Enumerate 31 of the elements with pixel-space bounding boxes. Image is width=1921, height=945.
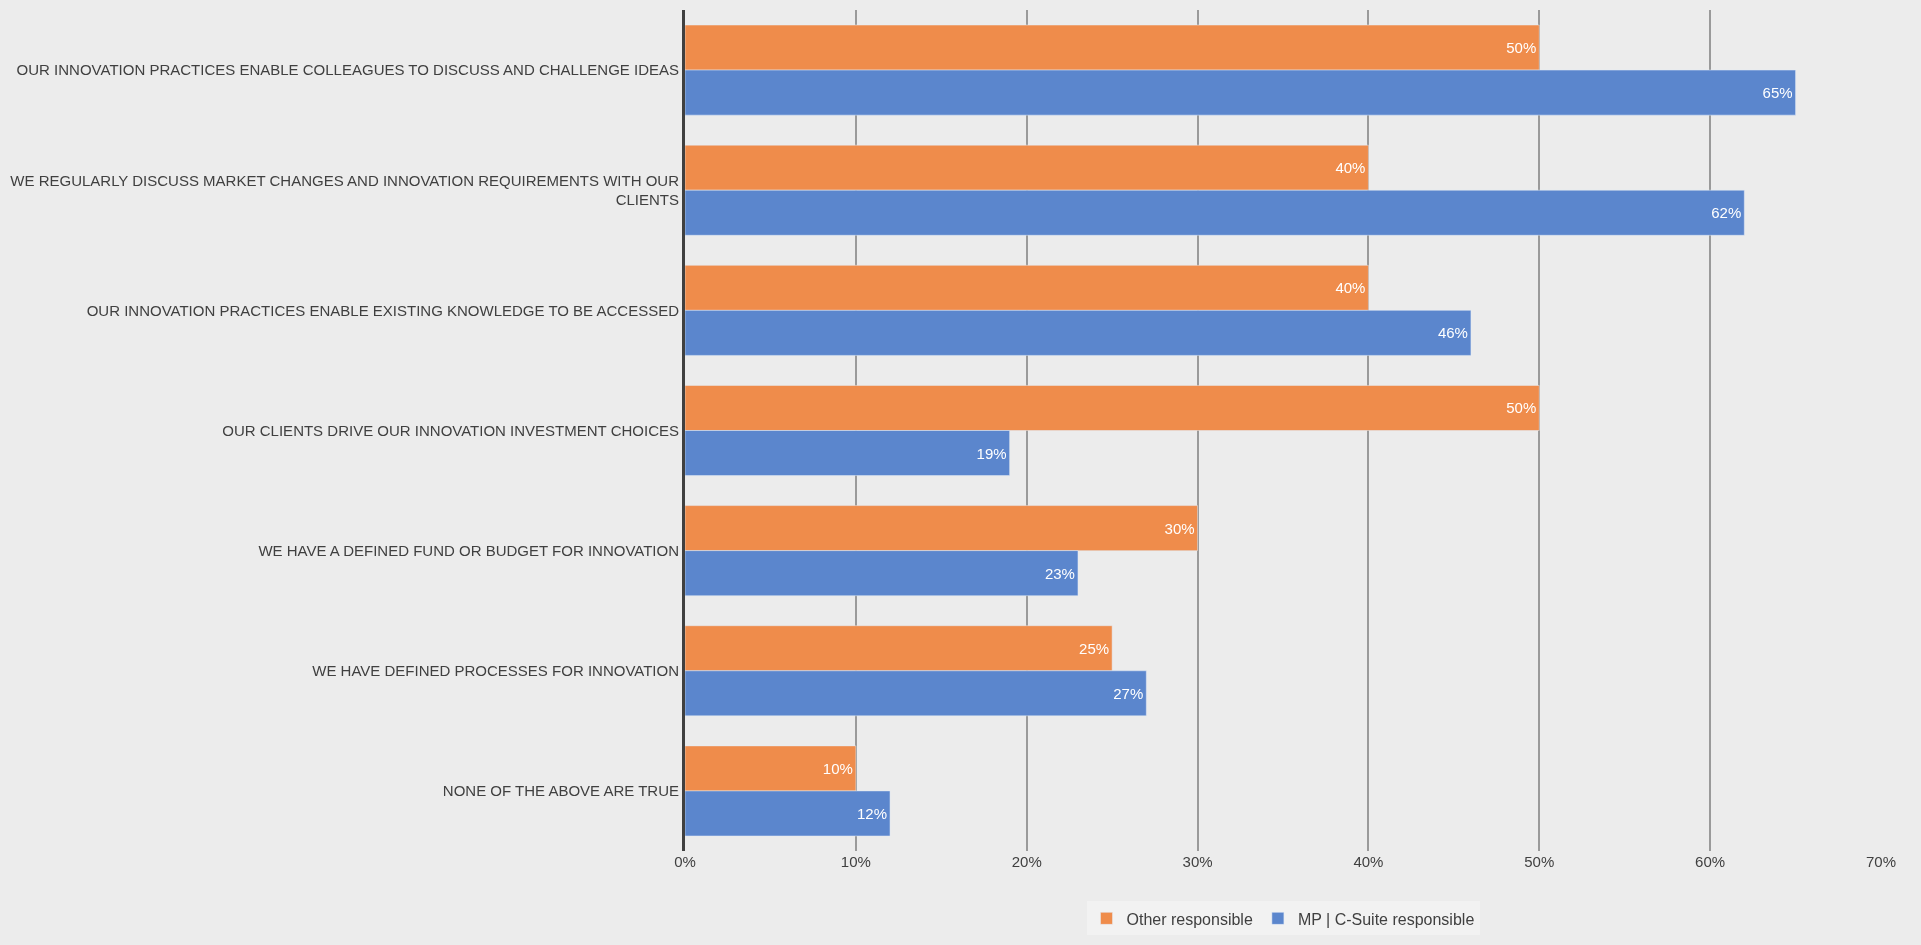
data-label: 62% (1711, 204, 1742, 222)
x-tick-label: 70% (1865, 853, 1897, 870)
x-tick-label: 60% (1695, 853, 1726, 870)
x-tick-label: 30% (1182, 853, 1213, 870)
y-tick-label: WE HAVE DEFINED PROCESSES FOR INNOVATION (312, 662, 679, 680)
data-label: 65% (1762, 84, 1793, 102)
data-label: 19% (976, 444, 1007, 462)
data-label: 50% (1506, 39, 1537, 57)
data-label: 23% (1044, 564, 1075, 582)
x-tick-label: 10% (840, 853, 871, 870)
y-tick-label: OUR INNOVATION PRACTICES ENABLE EXISTING KNOWLEDGE TO BE ACCESSED (86, 301, 680, 319)
data-label: 30% (1164, 519, 1195, 537)
y-tick-label: OUR INNOVATION PRACTICES ENABLE COLLEAGUES TO DISCUSS AND CHALLENGE IDEAS (16, 61, 679, 79)
data-label: 46% (1437, 324, 1468, 342)
data-label: 40% (1335, 279, 1366, 297)
legend-label: MP | C-Suite responsible (1297, 910, 1475, 928)
y-tick-label: WE HAVE A DEFINED FUND OR BUDGET FOR INNOVATION (258, 541, 679, 559)
data-label: 10% (822, 759, 853, 777)
y-tick-label: NONE OF THE ABOVE ARE TRUE (442, 782, 679, 800)
x-tick-label: 0% (674, 853, 696, 870)
x-tick-label: 20% (1011, 853, 1042, 870)
legend-label: Other responsible (1126, 910, 1253, 928)
data-label: 27% (1113, 684, 1144, 702)
x-tick-label: 50% (1524, 853, 1555, 870)
x-tick-label: 40% (1353, 853, 1384, 870)
data-label: 25% (1079, 639, 1110, 657)
data-label: 50% (1506, 399, 1537, 417)
data-label: 12% (857, 804, 888, 822)
y-tick-label: OUR CLIENTS DRIVE OUR INNOVATION INVESTMENT CHOICES (222, 421, 679, 439)
data-label: 40% (1335, 159, 1366, 177)
y-tick-label: WE REGULARLY DISCUSS MARKET CHANGES AND INNOVATION REQUIREMENTS WITH OUR CLIENTS (10, 171, 680, 209)
